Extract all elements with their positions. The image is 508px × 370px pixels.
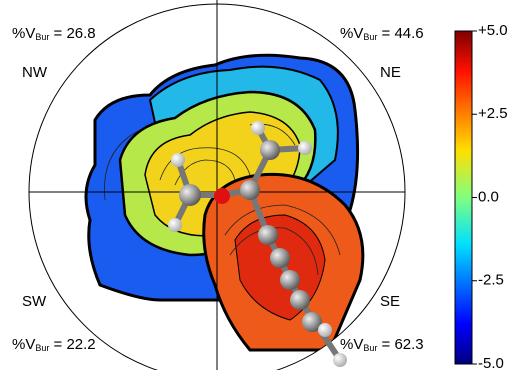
quadrant-name: NW xyxy=(22,64,48,81)
colorbar-tick-label: 0.0 xyxy=(478,188,499,205)
quadrant-name: SW xyxy=(22,293,47,310)
label-sub: Bur xyxy=(35,32,49,42)
colorbar-tick-label: +2.5 xyxy=(478,105,508,122)
label-sub: Bur xyxy=(363,343,377,353)
label-main: %V xyxy=(340,336,363,353)
colorbar-tick-label: -5.0 xyxy=(478,355,504,370)
label-main: %V xyxy=(12,25,35,42)
colorbar xyxy=(455,31,472,364)
buried-volume-label: %VBur = 44.6 xyxy=(340,25,424,42)
quadrant-name: NE xyxy=(380,64,401,81)
label-rest: = 26.8 xyxy=(49,25,95,42)
buried-volume-label: %VBur = 26.8 xyxy=(12,25,96,42)
colorbar-tick-label: -2.5 xyxy=(478,272,504,289)
label-rest: = 22.2 xyxy=(49,336,95,353)
buried-volume-label: %VBur = 62.3 xyxy=(340,336,424,353)
label-sub: Bur xyxy=(35,343,49,353)
colorbar-tick-label: +5.0 xyxy=(478,22,508,39)
label-rest: = 62.3 xyxy=(377,336,423,353)
label-sub: Bur xyxy=(363,32,377,42)
label-main: %V xyxy=(340,25,363,42)
quadrant-name: SE xyxy=(380,293,400,310)
label-main: %V xyxy=(12,336,35,353)
buried-volume-label: %VBur = 22.2 xyxy=(12,336,96,353)
label-rest: = 44.6 xyxy=(377,25,423,42)
steric-map: NW%VBur = 26.8NE%VBur = 44.6SW%VBur = 22… xyxy=(0,0,508,370)
